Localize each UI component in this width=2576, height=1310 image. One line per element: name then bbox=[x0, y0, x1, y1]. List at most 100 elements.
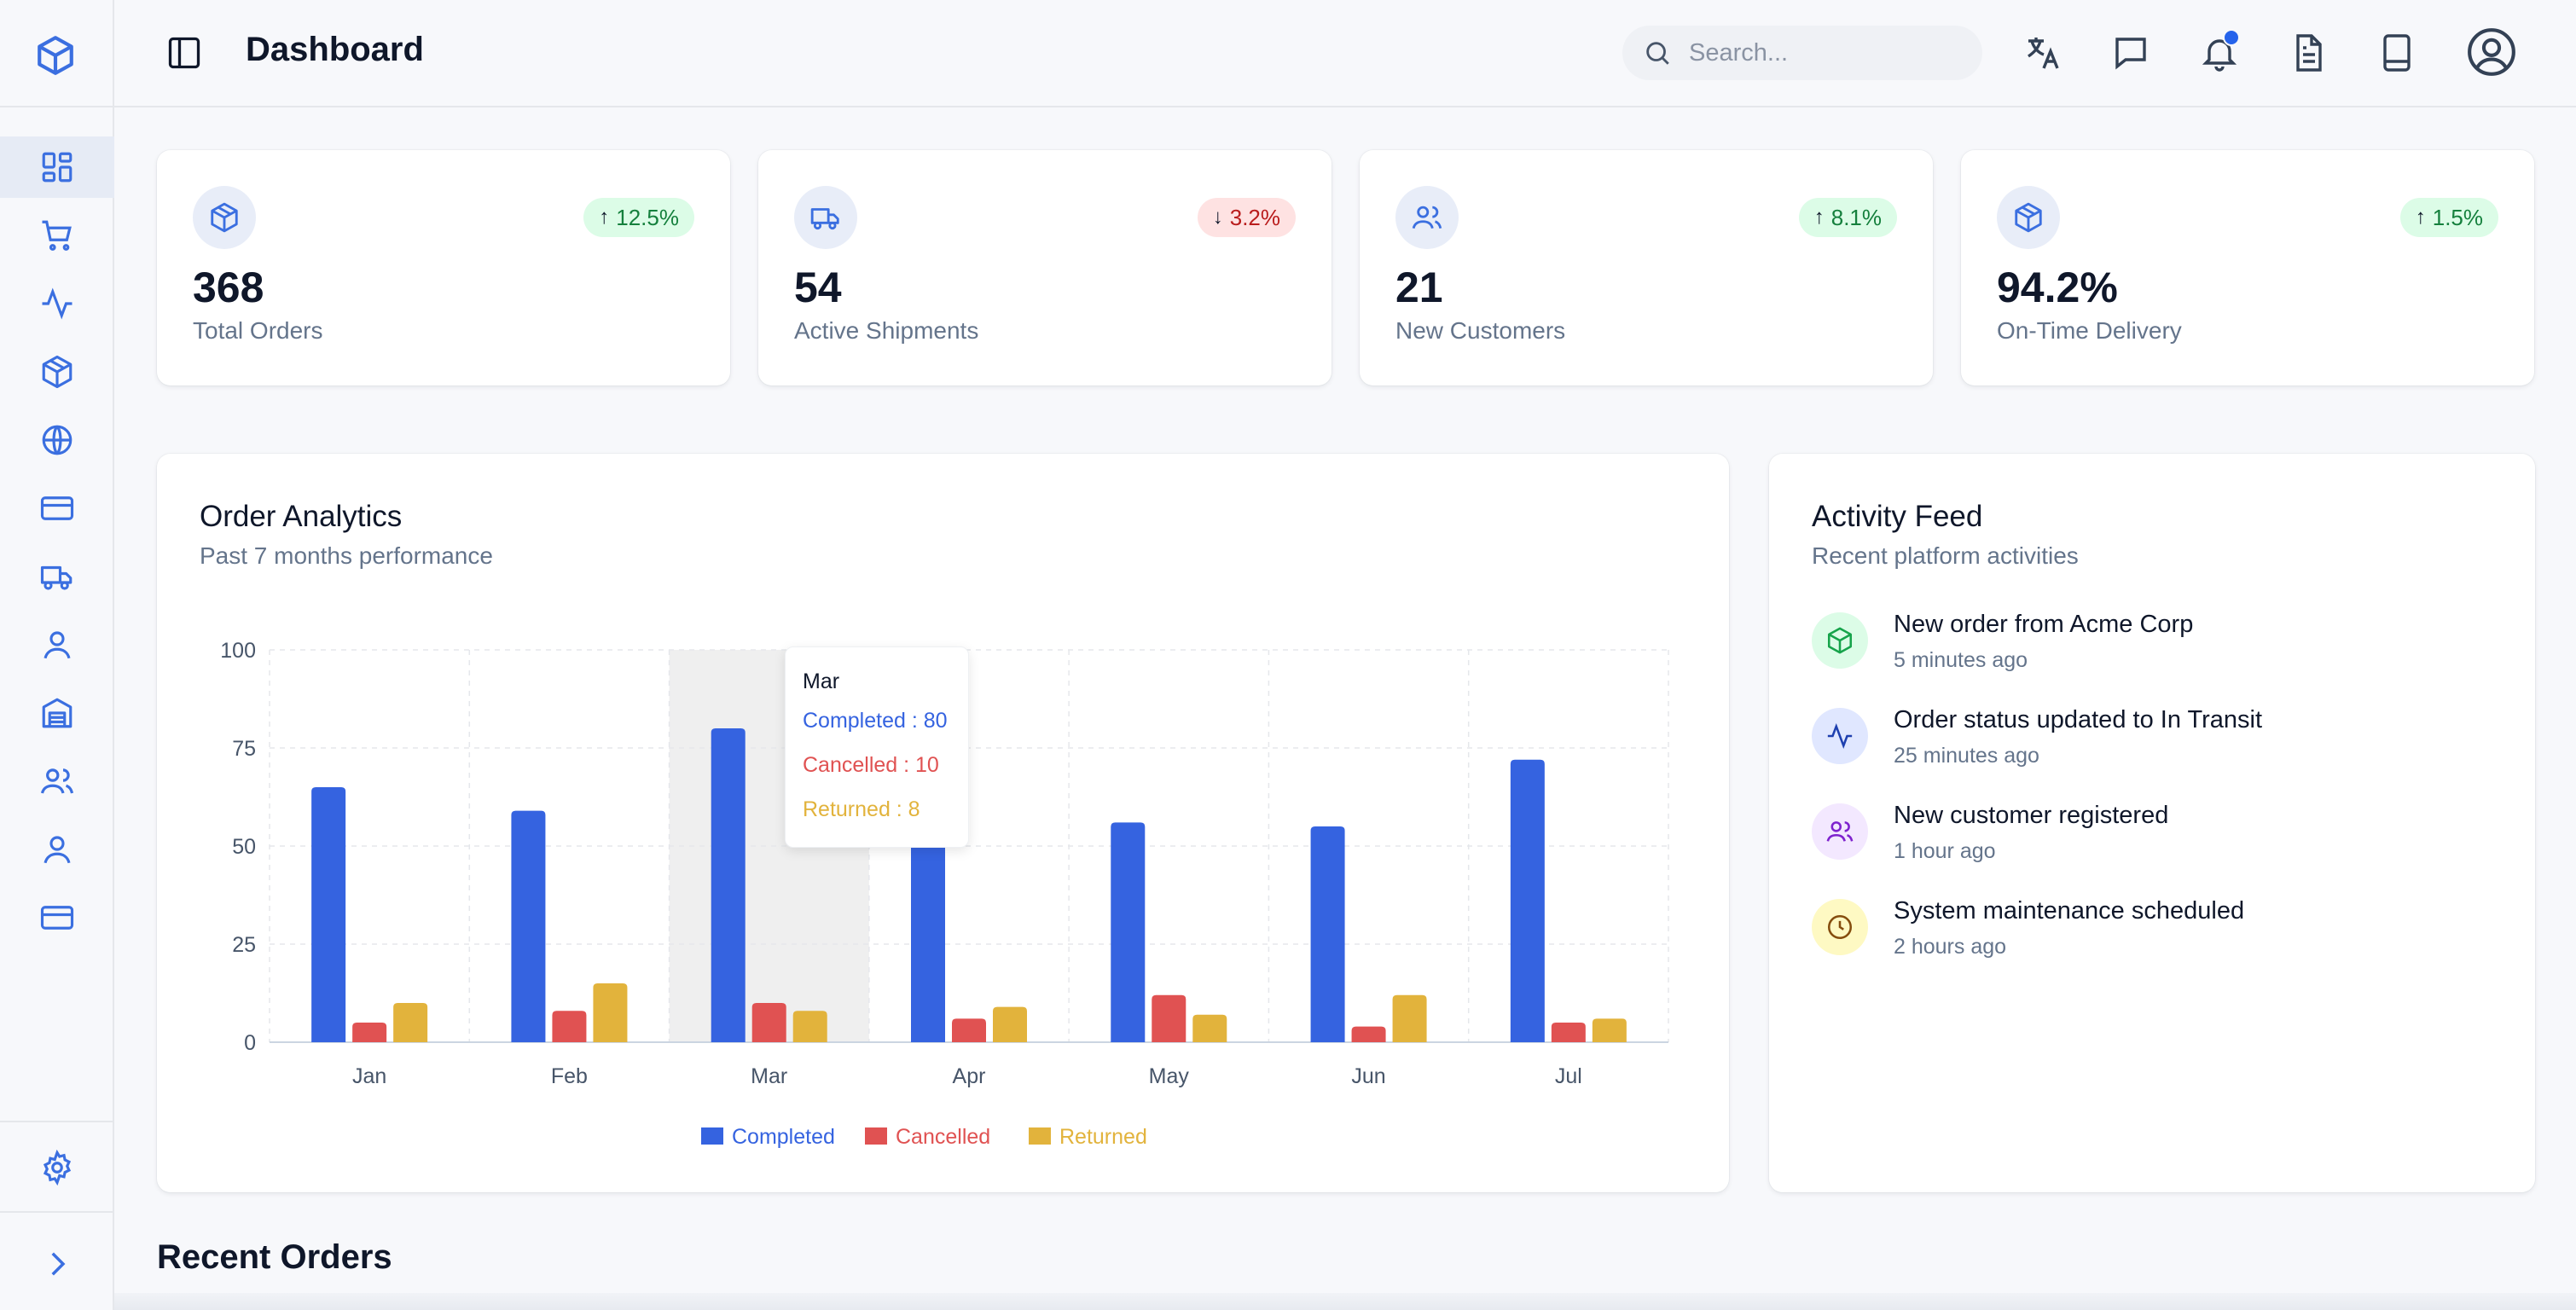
globe-icon bbox=[42, 425, 73, 455]
stat-card-new-customers[interactable]: ↑ 8.1% 21 New Customers bbox=[1360, 150, 1933, 385]
activity-subtitle: Recent platform activities bbox=[1812, 542, 2079, 569]
sidebar-expand-button[interactable] bbox=[0, 1233, 114, 1295]
recent-orders-title: Recent Orders bbox=[157, 1238, 392, 1276]
chart-tooltip: Mar Completed : 80 Cancelled : 10 Return… bbox=[785, 646, 969, 848]
user-avatar-button[interactable] bbox=[2465, 26, 2518, 78]
documents-button[interactable] bbox=[2288, 32, 2329, 73]
book-icon bbox=[2383, 34, 2411, 72]
package-icon bbox=[1827, 627, 1853, 654]
sidebar-toggle-button[interactable] bbox=[165, 34, 203, 72]
panel-left-icon bbox=[168, 37, 200, 69]
arrow-up-icon: ↑ bbox=[2415, 206, 2426, 229]
messages-button[interactable] bbox=[2110, 32, 2151, 73]
tooltip-month: Mar bbox=[803, 669, 840, 693]
trend-value: 12.5% bbox=[616, 204, 679, 230]
sidebar-divider bbox=[0, 1121, 114, 1122]
sidebar-item-global[interactable] bbox=[0, 409, 114, 471]
activity-time: 25 minutes ago bbox=[1894, 744, 2039, 768]
page-title: Dashboard bbox=[246, 31, 424, 68]
stat-value: 21 bbox=[1395, 264, 1443, 311]
message-icon bbox=[2115, 38, 2146, 70]
sidebar-item-products[interactable] bbox=[0, 341, 114, 403]
activity-feed-card: Activity Feed Recent platform activities bbox=[1769, 454, 2535, 1192]
sidebar-item-account[interactable] bbox=[0, 819, 114, 880]
docs-book-button[interactable] bbox=[2376, 32, 2417, 73]
activity-icon bbox=[1827, 723, 1853, 749]
search-box[interactable] bbox=[1622, 26, 1982, 80]
arrow-up-icon: ↑ bbox=[599, 206, 610, 229]
analytics-subtitle: Past 7 months performance bbox=[200, 542, 493, 569]
activity-title: Activity Feed bbox=[1812, 500, 1983, 533]
package-icon bbox=[2015, 202, 2042, 233]
trend-badge: ↓ 3.2% bbox=[1197, 198, 1296, 237]
activity-text-connector: scheduled bbox=[2124, 897, 2245, 925]
sidebar bbox=[0, 0, 114, 1310]
notification-dot bbox=[2223, 29, 2240, 46]
sidebar-divider bbox=[0, 1211, 114, 1213]
sidebar-item-customers[interactable] bbox=[0, 751, 114, 812]
activity-text-connector: to bbox=[2126, 706, 2161, 733]
stat-icon-wrap bbox=[193, 186, 256, 249]
sidebar-divider bbox=[0, 106, 114, 107]
file-text-icon bbox=[2296, 34, 2322, 72]
activity-text-target: Acme Corp bbox=[2069, 611, 2194, 638]
translate-button[interactable] bbox=[2022, 32, 2063, 73]
sidebar-item-warehouse[interactable] bbox=[0, 682, 114, 744]
sidebar-item-payments[interactable] bbox=[0, 478, 114, 539]
activity-icon-wrap bbox=[1812, 803, 1868, 860]
trend-badge: ↑ 12.5% bbox=[583, 198, 694, 237]
translate-icon bbox=[2028, 38, 2059, 69]
users-icon bbox=[40, 768, 74, 794]
activity-text-connector: from bbox=[2007, 611, 2070, 638]
activity-time: 2 hours ago bbox=[1894, 935, 2007, 959]
trend-value: 1.5% bbox=[2432, 204, 2483, 230]
stat-icon-wrap bbox=[1395, 186, 1459, 249]
credit-card-icon bbox=[40, 906, 74, 930]
activity-text: New order from Acme Corp bbox=[1894, 611, 2193, 639]
activity-text-strong: Order status updated bbox=[1894, 706, 2126, 733]
user-circle-icon bbox=[2468, 28, 2515, 76]
sidebar-item-activity[interactable] bbox=[0, 273, 114, 334]
activity-text-connector: registered bbox=[2051, 802, 2169, 829]
credit-card-icon bbox=[40, 496, 74, 520]
stat-value: 368 bbox=[193, 264, 264, 311]
stat-label: Total Orders bbox=[193, 317, 323, 344]
stat-card-total-orders[interactable]: ↑ 12.5% 368 Total Orders bbox=[157, 150, 730, 385]
users-icon bbox=[1412, 206, 1442, 229]
sidebar-item-orders[interactable] bbox=[0, 205, 114, 266]
sidebar-item-billing[interactable] bbox=[0, 887, 114, 948]
sidebar-item-settings[interactable] bbox=[0, 1137, 114, 1198]
notifications-button[interactable] bbox=[2199, 29, 2240, 73]
activity-text: New customer registered bbox=[1894, 802, 2168, 830]
search-input[interactable] bbox=[1687, 38, 1964, 68]
activity-icon bbox=[42, 287, 73, 320]
bell-icon bbox=[2202, 39, 2237, 72]
stat-label: Active Shipments bbox=[794, 317, 979, 344]
top-bar: Dashboard bbox=[114, 0, 2576, 107]
truck-icon bbox=[40, 565, 73, 590]
chevron-right-icon bbox=[51, 1252, 66, 1276]
activity-text-target: In Transit bbox=[2160, 706, 2263, 733]
sidebar-item-profile[interactable] bbox=[0, 614, 114, 675]
activity-text-strong: System maintenance bbox=[1894, 897, 2125, 925]
activity-text-strong: New order bbox=[1894, 611, 2008, 638]
activity-icon-wrap bbox=[1812, 899, 1868, 955]
recent-orders-table-top bbox=[114, 1293, 2576, 1310]
sidebar-item-dashboard[interactable] bbox=[0, 136, 114, 198]
trend-badge: ↑ 8.1% bbox=[1798, 198, 1897, 237]
package-icon bbox=[42, 355, 73, 389]
stat-card-active-shipments[interactable]: ↓ 3.2% 54 Active Shipments bbox=[758, 150, 1332, 385]
trend-value: 8.1% bbox=[1830, 204, 1882, 230]
clock-icon bbox=[1827, 914, 1853, 940]
stat-icon-wrap bbox=[1997, 186, 2060, 249]
user-icon bbox=[44, 836, 71, 864]
logo-cube-icon[interactable] bbox=[34, 34, 77, 77]
stat-card-on-time-delivery[interactable]: ↑ 1.5% 94.2% On-Time Delivery bbox=[1961, 150, 2534, 385]
package-icon bbox=[211, 202, 238, 233]
activity-text-strong: New customer bbox=[1894, 802, 2052, 829]
activity-icon-wrap bbox=[1812, 612, 1868, 669]
trend-badge: ↑ 1.5% bbox=[2399, 198, 2498, 237]
sidebar-item-shipments[interactable] bbox=[0, 546, 114, 607]
activity-time: 1 hour ago bbox=[1894, 839, 1996, 863]
search-icon bbox=[1646, 42, 1669, 65]
